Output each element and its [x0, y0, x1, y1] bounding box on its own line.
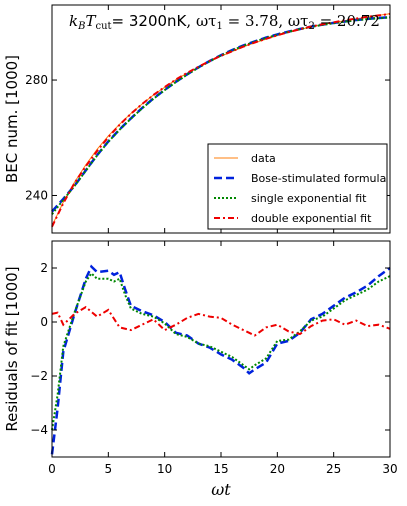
title-t-sub: cut: [95, 21, 111, 32]
bottom-x-tick-label: 30: [382, 462, 397, 476]
title-temperature: 3200nK: [129, 12, 188, 30]
top-series-lines: [51, 12, 391, 228]
top-chart-title: kBTcut= 3200nK, ωτ1 = 3.78, ωτ2 = 20.72: [69, 12, 380, 32]
legend: data Bose-stimulated formula single expone…: [207, 143, 388, 230]
title-kb: k: [69, 12, 78, 30]
title-tau1-value: = 3.78, ωτ: [223, 12, 309, 30]
legend-label-data: data: [251, 152, 276, 165]
top-ticks: 240 280: [25, 5, 391, 233]
bottom-x-tick-label: 0: [48, 462, 56, 476]
top-panel: 240 280 kBTcut= 3200nK, ωτ1 = 3.78, ωτ2 =…: [3, 4, 391, 234]
bottom-series-lines: [50, 264, 391, 455]
top-series-double-exponential-fit: [51, 12, 391, 228]
bottom-y-tick-label: −4: [30, 423, 48, 437]
top-y-axis-label: BEC num. [1000]: [3, 55, 21, 183]
legend-label-bose-stimulated-formula: Bose-stimulated formula: [251, 172, 386, 185]
bottom-y-tick-label: −2: [30, 369, 48, 383]
title-t: T: [85, 12, 96, 30]
top-y-tick-label: 240: [25, 188, 48, 202]
bottom-x-tick-label: 10: [157, 462, 172, 476]
bottom-series-single-exponential-fit: [51, 271, 391, 431]
legend-entries: data Bose-stimulated formula single expone…: [214, 152, 386, 225]
bottom-x-tick-label: 25: [326, 462, 341, 476]
legend-label-double-exponential-fit: double exponential fit: [251, 212, 372, 225]
title-tau2-value: = 20.72: [315, 12, 380, 30]
bottom-x-tick-label: 20: [270, 462, 285, 476]
top-y-tick-label: 280: [25, 73, 48, 87]
legend-label-single-exponential-fit: single exponential fit: [251, 192, 367, 205]
title-tau2-sub: 2: [308, 21, 314, 32]
title-tau1-sub: 1: [216, 21, 222, 32]
title-kb-sub: B: [77, 21, 85, 32]
x-axis-label: ωt: [211, 480, 231, 499]
title-equals: =: [112, 12, 129, 30]
bottom-x-tick-label: 5: [105, 462, 113, 476]
bottom-y-tick-label: 0: [40, 315, 48, 329]
title-omega-tau1: , ωτ: [186, 12, 216, 30]
bottom-y-axis-label: Residuals of fit [1000]: [3, 266, 21, 431]
bottom-series-bose-stimulated-formula: [50, 264, 391, 455]
bottom-y-tick-label: 2: [40, 261, 48, 275]
bottom-x-tick-label: 15: [213, 462, 228, 476]
